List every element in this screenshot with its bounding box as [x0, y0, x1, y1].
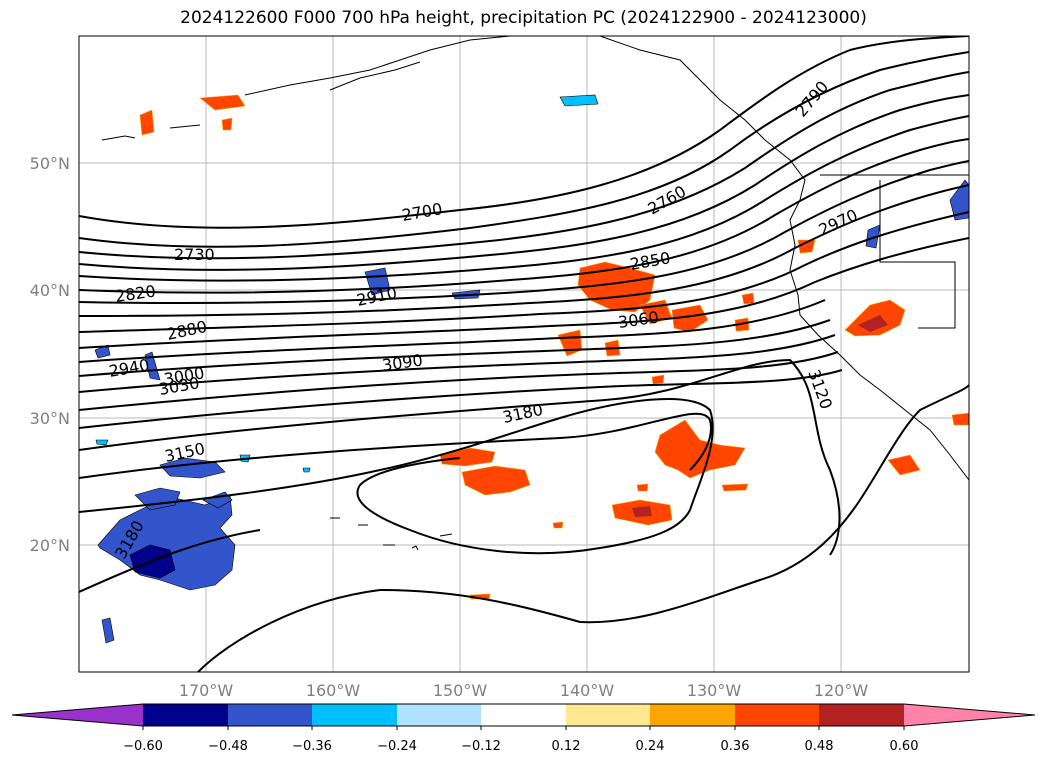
lat-label-50n: 50°N	[30, 154, 70, 173]
colorbar-tick-label: 0.60	[890, 739, 919, 754]
contour-label-2730: 2730	[174, 245, 215, 264]
colorbar-tick-label: −0.48	[208, 739, 248, 754]
lat-label-30n: 30°N	[30, 409, 70, 428]
map-title: 2024122600 F000 700 hPa height, precipit…	[180, 8, 867, 28]
colorbar-tick-label: −0.60	[123, 739, 163, 754]
colorbar: −0.60 −0.48 −0.36 −0.24 −0.12 0.12 0.24 …	[11, 703, 1036, 754]
colorbar-tick-label: 0.24	[636, 739, 665, 754]
latitude-labels: 50°N 40°N 30°N 20°N	[30, 154, 70, 555]
colorbar-segment	[566, 704, 650, 726]
colorbar-tick-label: −0.12	[461, 739, 501, 754]
colorbar-extend-high	[904, 704, 1035, 726]
colorbar-segment	[397, 704, 481, 726]
lon-label-140w: 140°W	[560, 681, 615, 700]
colorbar-tick-label: −0.36	[292, 739, 332, 754]
lat-label-40n: 40°N	[30, 281, 70, 300]
colorbar-tick-label: 0.12	[552, 739, 581, 754]
map-panel: 2700 2730 2760 2790 2820 2850 2880 2910 …	[79, 36, 969, 672]
colorbar-tick-label: 0.48	[805, 739, 834, 754]
lon-label-150w: 150°W	[433, 681, 488, 700]
height-contours	[79, 36, 969, 672]
lon-label-120w: 120°W	[814, 681, 869, 700]
longitude-labels: 170°W 160°W 150°W 140°W 130°W 120°W	[179, 681, 869, 700]
colorbar-extend-low	[12, 704, 143, 726]
lon-label-170w: 170°W	[179, 681, 234, 700]
colorbar-segment	[819, 704, 904, 726]
map-frame	[78, 35, 970, 673]
colorbar-segment	[228, 704, 312, 726]
colorbar-segment	[143, 704, 228, 726]
colorbar-tick-label: −0.24	[377, 739, 417, 754]
colorbar-tick-label: 0.36	[721, 739, 750, 754]
colorbar-segment	[735, 704, 819, 726]
lat-label-20n: 20°N	[30, 536, 70, 555]
colorbar-segment	[312, 704, 397, 726]
coastlines	[101, 36, 969, 672]
colorbar-segment	[481, 704, 566, 726]
lon-label-160w: 160°W	[306, 681, 361, 700]
lon-label-130w: 130°W	[687, 681, 742, 700]
colorbar-segment	[650, 704, 735, 726]
